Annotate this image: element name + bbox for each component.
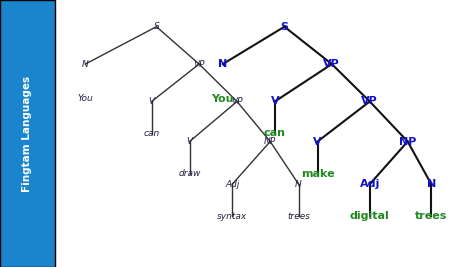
Text: draw: draw xyxy=(178,169,201,178)
Text: V: V xyxy=(313,136,322,147)
Text: can: can xyxy=(264,128,286,139)
Text: digital: digital xyxy=(350,211,390,221)
Text: You: You xyxy=(77,94,93,103)
Text: V: V xyxy=(149,97,155,106)
Text: Fingtam Languages: Fingtam Languages xyxy=(22,76,32,191)
Text: trees: trees xyxy=(415,211,447,221)
Text: NP: NP xyxy=(399,136,416,147)
Text: N: N xyxy=(218,59,228,69)
Text: VP: VP xyxy=(323,59,340,69)
Text: S: S xyxy=(154,22,159,31)
Text: N: N xyxy=(295,180,302,189)
Text: VP: VP xyxy=(193,60,205,69)
Text: V: V xyxy=(187,137,192,146)
Text: trees: trees xyxy=(287,212,310,221)
Text: Adj: Adj xyxy=(225,180,239,189)
Text: VP: VP xyxy=(231,97,243,106)
Text: can: can xyxy=(144,129,160,138)
FancyBboxPatch shape xyxy=(0,0,55,267)
Text: NP: NP xyxy=(264,137,276,146)
Text: V: V xyxy=(271,96,279,107)
Text: Adj: Adj xyxy=(360,179,380,189)
Text: N: N xyxy=(427,179,436,189)
Text: N: N xyxy=(82,60,89,69)
Text: VP: VP xyxy=(361,96,378,107)
Text: You: You xyxy=(211,94,234,104)
Text: S: S xyxy=(281,22,288,32)
Text: make: make xyxy=(301,168,334,179)
Text: syntax: syntax xyxy=(217,212,247,221)
